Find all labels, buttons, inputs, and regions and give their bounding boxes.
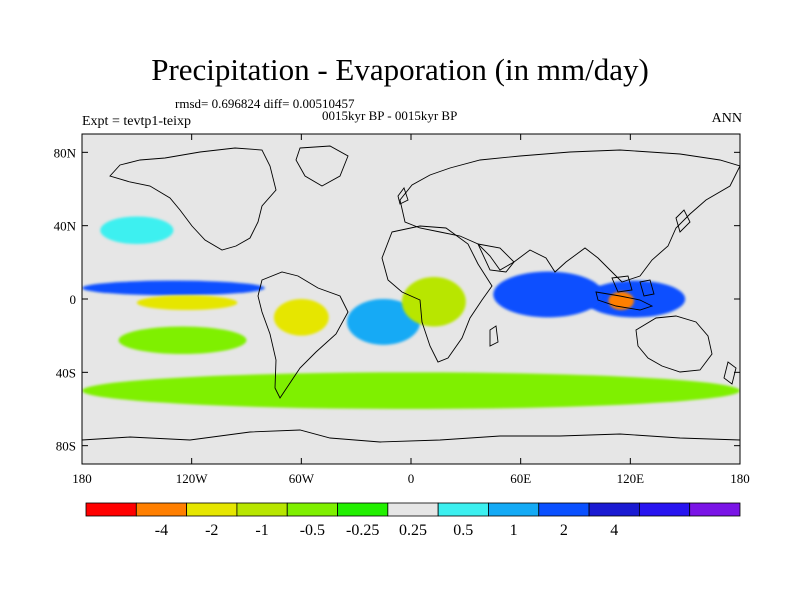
colorbar-label: 2 <box>560 522 568 539</box>
lon-tick-label: 60E <box>510 471 531 486</box>
field-region <box>118 326 247 354</box>
latitude-axis: 80N 40N 0 40S 80S <box>54 145 740 454</box>
coast-south-america <box>257 271 349 399</box>
field-region <box>136 295 238 310</box>
colorbar-label: -0.5 <box>300 522 325 539</box>
lon-tick-label: 120E <box>617 471 645 486</box>
coast-arabia <box>477 243 515 273</box>
colorbar-swatch <box>286 502 338 517</box>
lat-tick-label: 40N <box>54 219 77 234</box>
period-text: 0015kyr BP - 0015kyr BP <box>322 108 458 123</box>
colorbar-swatch <box>588 502 640 517</box>
colorbar-label: -4 <box>155 522 168 539</box>
coast-uk <box>397 187 409 205</box>
colorbar-label: -2 <box>205 522 218 539</box>
colorbar: -4 -2 -1 -0.5 -0.25 0.25 0.5 1 2 4 <box>85 502 741 539</box>
longitude-axis: 180 120W 60W 0 60E 120E 180 <box>72 134 750 486</box>
coast-greenland <box>295 145 349 187</box>
colorbar-label: -1 <box>255 522 268 539</box>
colorbar-swatch <box>135 502 188 517</box>
lat-tick-label: 0 <box>70 292 77 307</box>
colorbar-swatch <box>638 502 691 517</box>
field-region <box>401 277 466 327</box>
colorbar-swatch <box>186 502 238 517</box>
coast-africa <box>381 225 493 363</box>
field-region <box>347 299 421 345</box>
colorbar-label: 0.25 <box>399 522 427 539</box>
colorbar-label: 1 <box>510 522 518 539</box>
coast-madagascar <box>489 325 499 347</box>
lat-tick-label: 80S <box>56 439 76 454</box>
field-region <box>493 271 603 318</box>
lat-tick-label: 80N <box>54 145 77 160</box>
coast-north-america <box>109 147 277 251</box>
lon-tick-label: 120W <box>176 471 209 486</box>
season-label: ANN <box>711 111 742 126</box>
coast-japan <box>675 209 691 233</box>
coast-indonesia <box>595 275 655 311</box>
colorbar-label: 0.5 <box>453 522 473 539</box>
coast-new-zealand <box>723 361 737 385</box>
coastlines <box>82 145 740 443</box>
lat-tick-label: 40S <box>56 365 76 380</box>
field-region <box>273 299 329 336</box>
colorbar-swatch <box>538 502 590 517</box>
lon-tick-label: 180 <box>730 471 750 486</box>
colorbar-swatch <box>85 502 137 517</box>
colorbar-label: 4 <box>610 522 618 539</box>
lon-tick-label: 180 <box>72 471 92 486</box>
stats-text: rmsd= 0.696824 diff= 0.00510457 <box>175 96 355 111</box>
field-region <box>82 372 740 409</box>
colorbar-swatch <box>488 502 540 517</box>
coast-antarctica <box>82 429 740 443</box>
colorbar-swatch <box>236 502 288 517</box>
colorbar-swatch <box>337 502 389 517</box>
colorbar-swatch <box>387 502 439 517</box>
lon-tick-label: 0 <box>408 471 415 486</box>
colorbar-label: -0.25 <box>346 522 379 539</box>
experiment-label: Expt = tevtp1-teixp <box>82 114 191 129</box>
coast-eurasia <box>399 149 740 283</box>
lon-tick-label: 60W <box>289 471 315 486</box>
colorbar-swatch <box>437 502 489 517</box>
coast-australia <box>635 315 713 373</box>
field-region <box>82 280 265 296</box>
chart-title: Precipitation - Evaporation (in mm/day) <box>151 52 649 87</box>
field-layer <box>82 216 740 409</box>
field-region <box>100 216 174 244</box>
colorbar-swatch <box>689 502 741 517</box>
